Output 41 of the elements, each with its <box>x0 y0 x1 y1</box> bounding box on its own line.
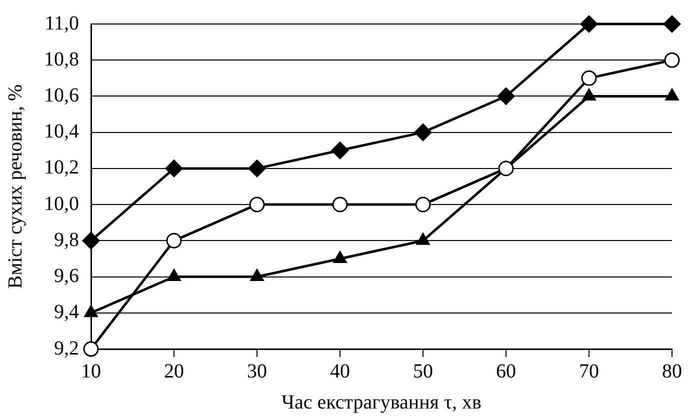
x-tick-label: 40 <box>330 360 350 382</box>
point <box>416 232 430 245</box>
x-tick-label: 60 <box>496 360 516 382</box>
x-axis-title: Час екстрагування τ, хв <box>282 391 482 414</box>
point <box>84 305 98 318</box>
point <box>248 160 266 178</box>
point <box>83 341 99 357</box>
x-tick-label: 50 <box>413 360 433 382</box>
x-tick-label: 20 <box>164 360 184 382</box>
y-axis-title: Вміст сухих речовин, % <box>4 84 26 289</box>
point <box>664 52 680 68</box>
x-tick-label: 10 <box>81 360 101 382</box>
point <box>249 196 265 212</box>
y-tick-label: 11,0 <box>44 12 79 34</box>
y-tick-label: 10,0 <box>44 192 79 215</box>
point <box>414 124 432 142</box>
y-tick-label: 9,4 <box>54 301 79 324</box>
x-tick-label: 80 <box>662 360 682 382</box>
y-tick-label: 10,8 <box>44 48 79 70</box>
point <box>165 160 183 178</box>
point <box>498 160 514 176</box>
y-tick-label: 9,2 <box>54 337 79 360</box>
y-tick-label: 10,2 <box>44 156 79 179</box>
x-tick-label: 70 <box>579 360 599 382</box>
y-tick-label: 9,8 <box>54 228 79 251</box>
point <box>663 15 681 33</box>
x-tick-label: 30 <box>247 360 267 382</box>
point <box>497 87 515 105</box>
point <box>82 232 100 250</box>
point <box>166 232 182 248</box>
point <box>331 142 349 160</box>
point <box>581 70 597 86</box>
y-tick-label: 10,6 <box>44 84 79 106</box>
point <box>332 196 348 212</box>
point <box>167 269 181 282</box>
y-tick-label: 10,4 <box>44 120 79 143</box>
point <box>250 269 264 282</box>
point <box>580 15 598 33</box>
y-tick-label: 9,6 <box>54 265 79 288</box>
point <box>415 196 431 212</box>
point <box>333 250 347 263</box>
